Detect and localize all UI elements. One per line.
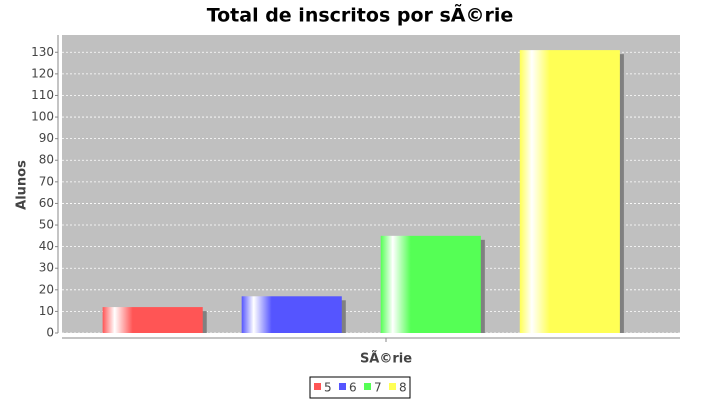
y-tick-label: 120 bbox=[31, 66, 54, 80]
y-tick-label: 110 bbox=[31, 88, 54, 102]
y-tick-label: 50 bbox=[39, 218, 54, 232]
legend bbox=[309, 376, 411, 399]
y-tick-label: 20 bbox=[39, 282, 54, 296]
legend-swatch bbox=[364, 383, 371, 390]
bar bbox=[380, 235, 481, 333]
chart-title: Total de inscritos por sÃ©rie bbox=[207, 3, 514, 27]
legend-swatch bbox=[389, 383, 396, 390]
x-axis-title: SÃ©rie bbox=[360, 351, 412, 367]
y-tick-label: 80 bbox=[39, 153, 54, 167]
y-tick-label: 100 bbox=[31, 110, 54, 124]
bar bbox=[102, 307, 203, 333]
y-tick-label: 10 bbox=[39, 304, 54, 318]
legend-label: 5 bbox=[324, 381, 332, 395]
y-tick-label: 60 bbox=[39, 196, 54, 210]
y-tick-label: 130 bbox=[31, 45, 54, 59]
y-tick-label: 30 bbox=[39, 261, 54, 275]
bar bbox=[241, 296, 342, 333]
y-tick-label: 0 bbox=[46, 326, 54, 340]
y-tick-label: 70 bbox=[39, 174, 54, 188]
legend-swatch bbox=[339, 383, 346, 390]
y-axis-title: Alunos bbox=[15, 160, 30, 210]
legend-label: 7 bbox=[374, 381, 382, 395]
y-tick-label: 40 bbox=[39, 239, 54, 253]
legend-label: 8 bbox=[399, 381, 407, 395]
y-tick-label: 90 bbox=[39, 131, 54, 145]
legend-label: 6 bbox=[349, 381, 357, 395]
legend-swatch bbox=[314, 383, 321, 390]
bar bbox=[519, 50, 620, 334]
